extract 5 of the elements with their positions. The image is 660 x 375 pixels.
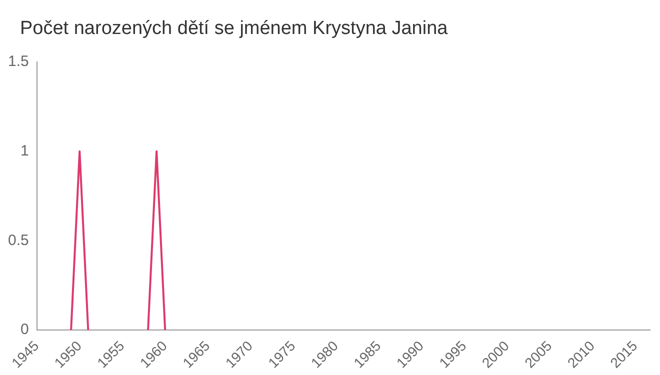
y-tick-label: 1 <box>20 142 29 160</box>
chart-title: Počet narozených dětí se jménem Krystyna Janina <box>20 18 448 40</box>
y-tick-label: 0.5 <box>8 232 29 249</box>
y-tick-label: 1.5 <box>8 53 29 70</box>
y-tick-label: 0 <box>20 321 29 338</box>
